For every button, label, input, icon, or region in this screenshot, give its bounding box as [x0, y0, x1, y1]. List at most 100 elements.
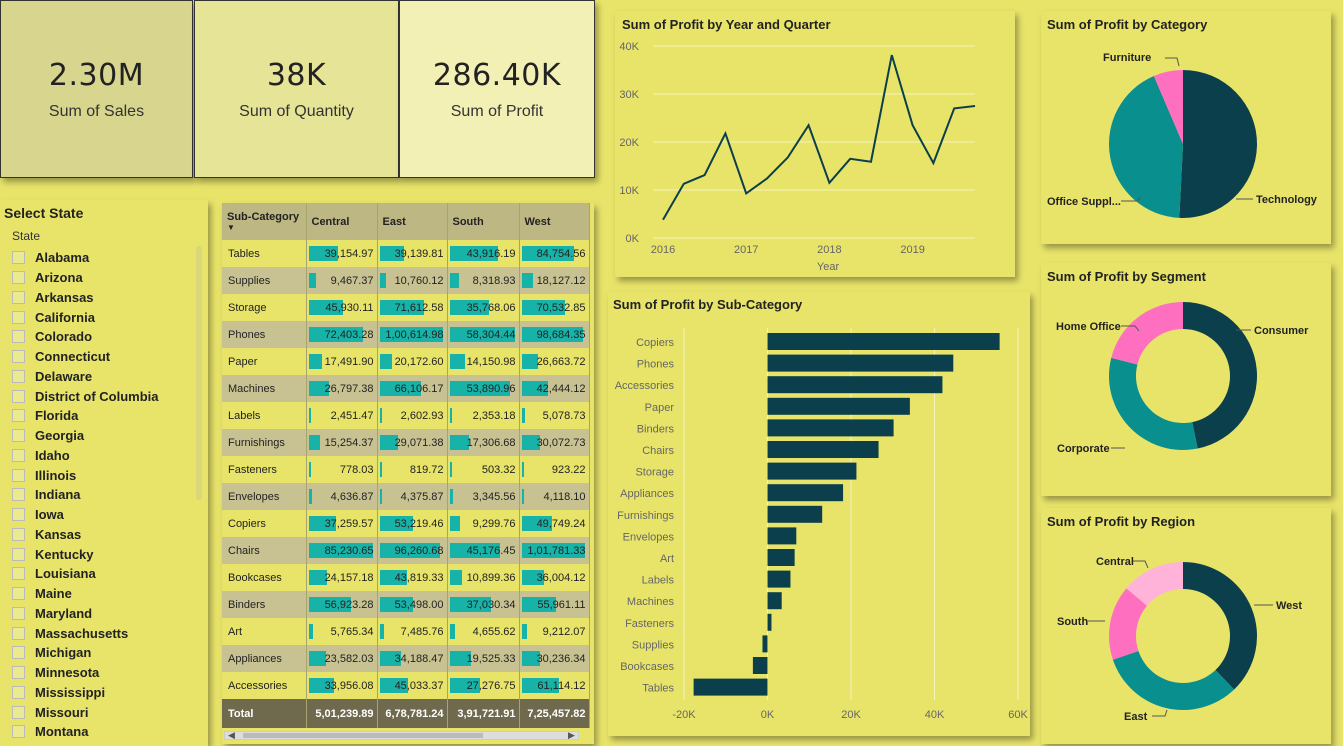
checkbox[interactable] [12, 666, 25, 680]
state-option[interactable]: Maryland [12, 604, 194, 624]
checkbox[interactable] [12, 508, 25, 522]
state-option[interactable]: Montana [12, 722, 194, 742]
column-header[interactable]: East [377, 203, 448, 240]
checkbox[interactable] [12, 646, 25, 660]
state-option[interactable]: Illinois [12, 465, 194, 485]
data-bar [379, 597, 413, 612]
checkbox[interactable] [12, 488, 25, 502]
table-row[interactable]: Labels 2,451.47 2,602.93 2,353.18 5,078.73 [222, 402, 590, 429]
cell-value: 49,749.24 [536, 517, 586, 530]
state-option[interactable]: Georgia [12, 426, 194, 446]
row-label: Machines [222, 375, 307, 402]
sort-desc-icon[interactable]: ▼ [227, 223, 235, 232]
state-option[interactable]: Florida [12, 406, 194, 426]
table-row[interactable]: Chairs 85,230.65 96,260.68 45,176.45 1,01,78… [222, 537, 590, 564]
state-option[interactable]: California [12, 307, 194, 327]
data-bar [449, 570, 462, 585]
data-bar [521, 516, 553, 531]
table-row[interactable]: Storage 45,930.11 71,612.58 35,768.06 70,532… [222, 294, 590, 321]
checkbox[interactable] [12, 527, 25, 541]
state-label: Montana [35, 724, 89, 740]
table-row[interactable]: Accessories 33,956.08 45,033.37 27,276.75 61… [222, 672, 590, 699]
state-option[interactable]: Kansas [12, 525, 194, 545]
state-option[interactable]: Louisiana [12, 564, 194, 584]
state-option[interactable]: Massachusetts [12, 623, 194, 643]
checkbox[interactable] [12, 468, 25, 482]
bar [767, 354, 954, 372]
cell-value: 30,236.34 [536, 652, 586, 665]
table-row[interactable]: Copiers 37,259.57 53,219.46 9,299.76 49,749.… [222, 510, 590, 537]
table-row[interactable]: Bookcases 24,157.18 43,819.33 10,899.36 36,0… [222, 564, 590, 591]
state-option[interactable]: Mississippi [12, 683, 194, 703]
table-row[interactable]: Binders 56,923.28 53,498.00 37,030.34 55,961… [222, 591, 590, 618]
state-option[interactable]: District of Columbia [12, 386, 194, 406]
checkbox[interactable] [12, 448, 25, 462]
checkbox[interactable] [12, 271, 25, 285]
data-bar [379, 570, 407, 585]
state-option[interactable]: Michigan [12, 643, 194, 663]
column-header[interactable]: West [519, 203, 590, 240]
state-option[interactable]: Kentucky [12, 544, 194, 564]
state-option[interactable]: Connecticut [12, 347, 194, 367]
header-label: Central [311, 215, 350, 228]
checkbox[interactable] [12, 547, 25, 561]
state-option[interactable]: Minnesota [12, 663, 194, 683]
checkbox[interactable] [12, 330, 25, 344]
checkbox[interactable] [12, 429, 25, 443]
value-cell: 53,219.46 [377, 510, 448, 537]
value-cell: 35,768.06 [447, 294, 520, 321]
checkbox[interactable] [12, 251, 25, 265]
checkbox[interactable] [12, 705, 25, 719]
table-row[interactable]: Tables 39,154.97 39,139.81 43,916.19 84,754.… [222, 240, 590, 267]
chart-title: Sum of Profit by Sub-Category [613, 297, 803, 312]
state-option[interactable]: Delaware [12, 367, 194, 387]
checkbox[interactable] [12, 626, 25, 640]
table-row[interactable]: Phones 72,403.28 1,00,614.98 58,304.44 98,68… [222, 321, 590, 348]
cell-value: 45,176.45 [466, 544, 516, 557]
checkbox[interactable] [12, 389, 25, 403]
state-option[interactable]: Colorado [12, 327, 194, 347]
slicer-scrollbar[interactable] [196, 246, 202, 500]
table-row[interactable]: Appliances 23,582.03 34,188.47 19,525.33 30,… [222, 645, 590, 672]
checkbox[interactable] [12, 310, 25, 324]
table-row[interactable]: Supplies 9,467.37 10,760.12 8,318.93 18,127.… [222, 267, 590, 294]
y-tick-label: 0K [626, 233, 640, 245]
table-row[interactable]: Envelopes 4,636.87 4,375.87 3,345.56 4,118.1… [222, 483, 590, 510]
state-option[interactable]: Idaho [12, 446, 194, 466]
column-header-subcategory[interactable]: Sub-Category ▼ [222, 203, 307, 240]
matrix-horizontal-scrollbar[interactable]: ◀ ▶ [224, 730, 579, 740]
checkbox[interactable] [12, 606, 25, 620]
state-option[interactable]: Indiana [12, 485, 194, 505]
table-row[interactable]: Art 5,765.34 7,485.76 4,655.62 9,212.07 [222, 618, 590, 645]
data-bar [521, 624, 528, 639]
state-option[interactable]: Arizona [12, 268, 194, 288]
table-row[interactable]: Paper 17,491.90 20,172.60 14,150.98 26,663.7… [222, 348, 590, 375]
checkbox[interactable] [12, 409, 25, 423]
checkbox[interactable] [12, 725, 25, 739]
checkbox[interactable] [12, 350, 25, 364]
scroll-left-icon[interactable]: ◀ [228, 730, 235, 740]
table-row[interactable]: Machines 26,797.38 66,106.17 53,890.96 42,44… [222, 375, 590, 402]
state-label: Idaho [35, 447, 70, 463]
state-option[interactable]: Alabama [12, 248, 194, 268]
line-chart-card: Sum of Profit by Year and Quarter 0K 10K 2… [615, 11, 1015, 277]
column-header[interactable]: South [447, 203, 520, 240]
checkbox[interactable] [12, 587, 25, 601]
state-label: Michigan [35, 645, 92, 661]
checkbox[interactable] [12, 685, 25, 699]
value-cell: 18,127.12 [519, 267, 590, 294]
checkbox[interactable] [12, 567, 25, 581]
state-option[interactable]: Arkansas [12, 288, 194, 308]
state-option[interactable]: Maine [12, 584, 194, 604]
column-header[interactable]: Central [306, 203, 378, 240]
checkbox[interactable] [12, 369, 25, 383]
scroll-thumb[interactable] [243, 733, 483, 738]
state-option[interactable]: Iowa [12, 505, 194, 525]
data-bar [521, 273, 533, 288]
table-row[interactable]: Furnishings 15,254.37 29,071.38 17,306.68 30… [222, 429, 590, 456]
table-row[interactable]: Fasteners 778.03 819.72 503.32 923.22 [222, 456, 590, 483]
scroll-right-icon[interactable]: ▶ [568, 730, 575, 740]
checkbox[interactable] [12, 290, 25, 304]
state-option[interactable]: Missouri [12, 702, 194, 722]
cell-value: 26,663.72 [536, 355, 586, 368]
